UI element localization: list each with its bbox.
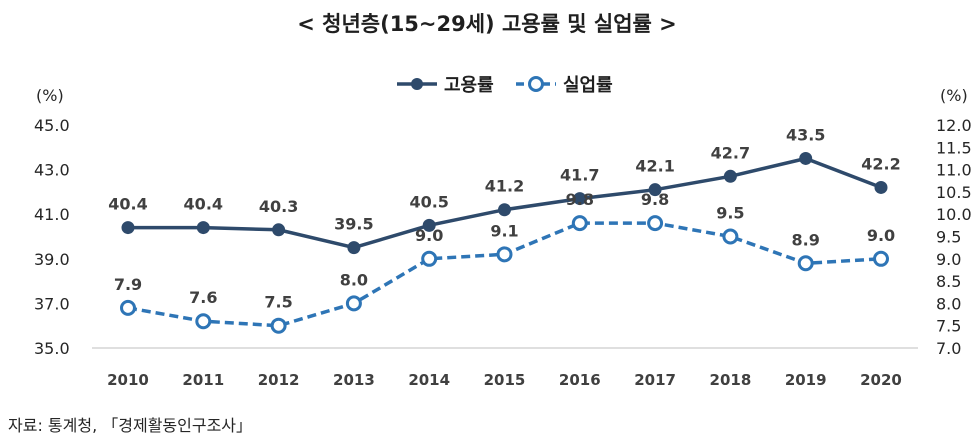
right-axis-ticks: 12.0 11.5 11.0 10.5 10.0 9.5 9.0 8.5 8.0 7.5 7.0 — [936, 116, 972, 358]
unemployment-point — [571, 215, 588, 232]
left-axis-ticks: 45.0 43.0 41.0 39.0 37.0 35.0 — [34, 116, 70, 358]
employment-data-label: 40.4 — [184, 195, 223, 214]
unemployment-data-label: 8.0 — [340, 270, 368, 289]
unemployment-data-label: 9.0 — [867, 226, 895, 245]
right-tick-label: 11.0 — [936, 161, 972, 180]
unemployment-data-label: 9.1 — [490, 221, 518, 240]
unemployment-point — [345, 295, 362, 312]
left-tick-label: 45.0 — [34, 116, 70, 135]
employment-point — [874, 180, 888, 194]
employment-point — [196, 221, 210, 235]
employment-data-label: 42.1 — [635, 157, 674, 176]
data-labels: 40.4 40.4 40.3 39.5 40.5 41.2 41.7 42.1 42.7 43.5… — [108, 125, 900, 311]
employment-data-label: 42.7 — [711, 143, 750, 162]
left-axis-unit: (%) — [36, 86, 64, 105]
unemployment-data-label: 8.9 — [792, 230, 820, 249]
legend-item-unemployment: 실업률 — [516, 75, 613, 96]
right-tick-label: 9.5 — [936, 228, 961, 247]
x-tick-label: 2020 — [860, 371, 902, 389]
unemployment-point — [873, 250, 889, 267]
employment-data-label: 43.5 — [786, 125, 825, 144]
employment-data-label: 40.4 — [108, 195, 147, 214]
unemployment-data-label: 9.8 — [566, 190, 594, 209]
employment-point — [648, 183, 662, 197]
employment-data-label: 40.5 — [409, 192, 448, 211]
employment-point — [347, 241, 361, 255]
x-tick-label: 2018 — [710, 371, 752, 389]
unemployment-point — [496, 246, 513, 263]
x-tick-label: 2011 — [182, 371, 224, 389]
unemployment-point — [421, 250, 438, 267]
employment-data-label: 39.5 — [334, 215, 373, 234]
legend-item-employment: 고용률 — [397, 75, 494, 96]
unemployment-point — [722, 228, 739, 245]
x-tick-label: 2016 — [559, 371, 601, 389]
employment-point — [573, 192, 587, 206]
unemployment-point — [120, 299, 136, 316]
right-tick-label: 12.0 — [936, 116, 972, 135]
left-tick-label: 35.0 — [34, 339, 70, 358]
unemployment-data-label: 7.5 — [264, 293, 292, 312]
x-tick-label: 2012 — [258, 371, 300, 389]
employment-point — [498, 203, 511, 217]
right-tick-label: 7.0 — [936, 339, 961, 358]
right-tick-label: 7.5 — [936, 317, 961, 336]
right-tick-label: 9.0 — [936, 250, 961, 269]
employment-point — [272, 223, 286, 237]
unemployment-data-label: 7.9 — [114, 275, 142, 294]
unemployment-point — [195, 313, 212, 330]
unemployment-point — [647, 215, 664, 232]
employment-point — [723, 169, 737, 183]
employment-data-label: 41.2 — [485, 177, 524, 196]
employment-point — [799, 151, 813, 165]
x-tick-label: 2015 — [484, 371, 526, 389]
series-points — [120, 151, 889, 334]
legend-marker-employment — [411, 78, 423, 90]
employment-data-label: 40.3 — [259, 197, 298, 216]
left-tick-label: 37.0 — [34, 294, 70, 313]
employment-data-label: 41.7 — [560, 166, 599, 185]
legend-label-unemployment: 실업률 — [563, 75, 613, 96]
left-tick-label: 39.0 — [34, 250, 70, 269]
unemployment-data-label: 9.8 — [641, 190, 669, 209]
employment-data-label: 42.2 — [861, 154, 900, 173]
legend: 고용률 실업률 — [397, 75, 613, 96]
employment-point — [422, 218, 436, 232]
unemployment-point — [797, 255, 814, 272]
x-tick-label: 2014 — [408, 371, 450, 389]
legend-marker-unemployment — [528, 76, 544, 92]
left-tick-label: 41.0 — [34, 205, 70, 224]
right-tick-label: 10.5 — [936, 183, 972, 202]
right-tick-label: 10.0 — [936, 205, 972, 224]
right-tick-label: 8.5 — [936, 272, 961, 291]
employment-point — [121, 221, 135, 235]
chart-title: < 청년층(15~29세) 고용률 및 실업률 > — [297, 12, 677, 36]
x-tick-label: 2019 — [785, 371, 827, 389]
x-axis-ticks: 2010 2011 2012 2013 2014 2015 2016 2017 2018 2019… — [107, 371, 902, 389]
source-note: 자료: 통계청, 「경제활동인구조사」 — [8, 416, 253, 435]
right-tick-label: 11.5 — [936, 138, 972, 157]
unemployment-data-label: 7.6 — [189, 288, 217, 307]
unemployment-data-label: 9.5 — [716, 204, 744, 223]
x-tick-label: 2010 — [107, 371, 149, 389]
left-tick-label: 43.0 — [34, 161, 70, 180]
unemployment-data-label: 9.0 — [415, 226, 443, 245]
unemployment-point — [270, 317, 287, 334]
right-axis-unit: (%) — [940, 86, 968, 105]
right-tick-label: 8.0 — [936, 294, 961, 313]
legend-label-employment: 고용률 — [444, 75, 494, 96]
x-tick-label: 2013 — [333, 371, 375, 389]
x-tick-label: 2017 — [634, 371, 676, 389]
